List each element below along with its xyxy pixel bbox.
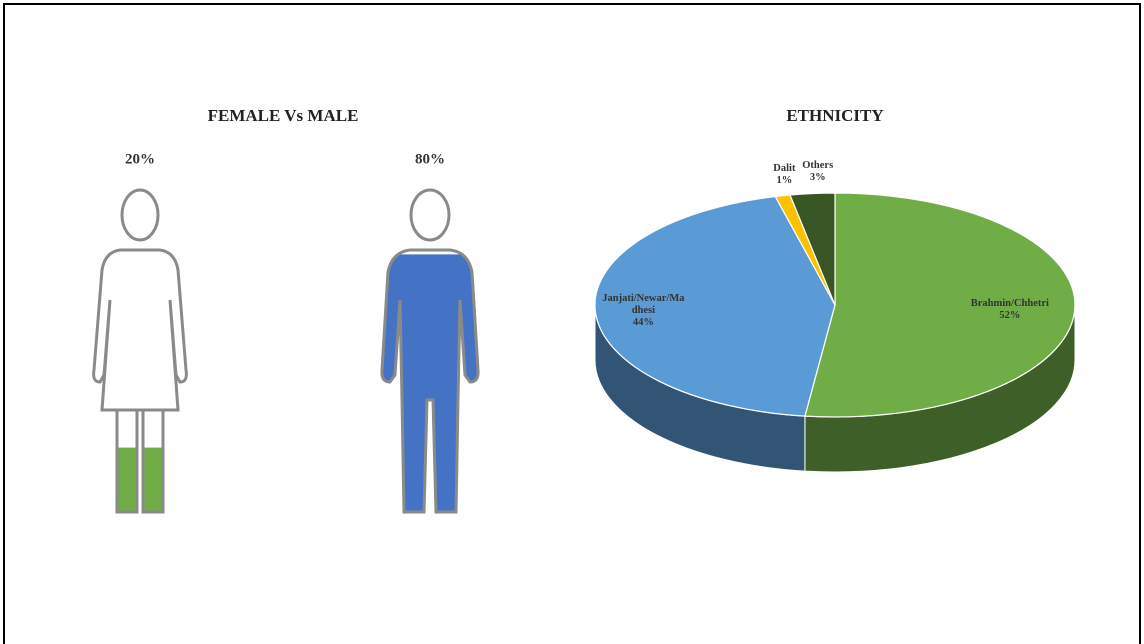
- frame: [3, 3, 1141, 644]
- female-head: [120, 188, 160, 242]
- pictogram-fill: [93, 447, 187, 512]
- data-label: Janjati/Newar/Madhesi 44%: [600, 293, 686, 329]
- value-label: 3%: [809, 172, 826, 184]
- pie-slice: [804, 192, 1076, 418]
- pictogram-outlines: [92, 188, 480, 514]
- pie-slice: [594, 195, 836, 417]
- male-head: [409, 188, 451, 242]
- data-label: Dalit 1%: [773, 163, 795, 187]
- pie: [594, 192, 1076, 473]
- category-label: Janjati/Newar/Madhesi: [602, 292, 685, 316]
- female-leg: [115, 408, 139, 514]
- pie-slice: [789, 192, 836, 306]
- value-label: 52%: [999, 310, 1021, 322]
- male-body: [380, 248, 480, 514]
- female-leg: [141, 408, 165, 514]
- chart-title: FEMALE Vs MALE: [208, 106, 359, 125]
- value-label: 20%: [125, 151, 155, 167]
- data-label: Brahmin/Chhetri 52%: [971, 298, 1049, 322]
- category-label: Dalit: [773, 162, 796, 174]
- value-label: 44%: [632, 316, 654, 328]
- data-label: Others 3%: [802, 160, 833, 184]
- value-label: 80%: [415, 151, 445, 167]
- category-label: Brahmin/Chhetri: [970, 298, 1049, 310]
- female-body: [92, 248, 188, 412]
- category-label: Others: [802, 160, 834, 172]
- value-label: 1%: [776, 174, 793, 186]
- chart-title: ETHNICITY: [786, 106, 883, 125]
